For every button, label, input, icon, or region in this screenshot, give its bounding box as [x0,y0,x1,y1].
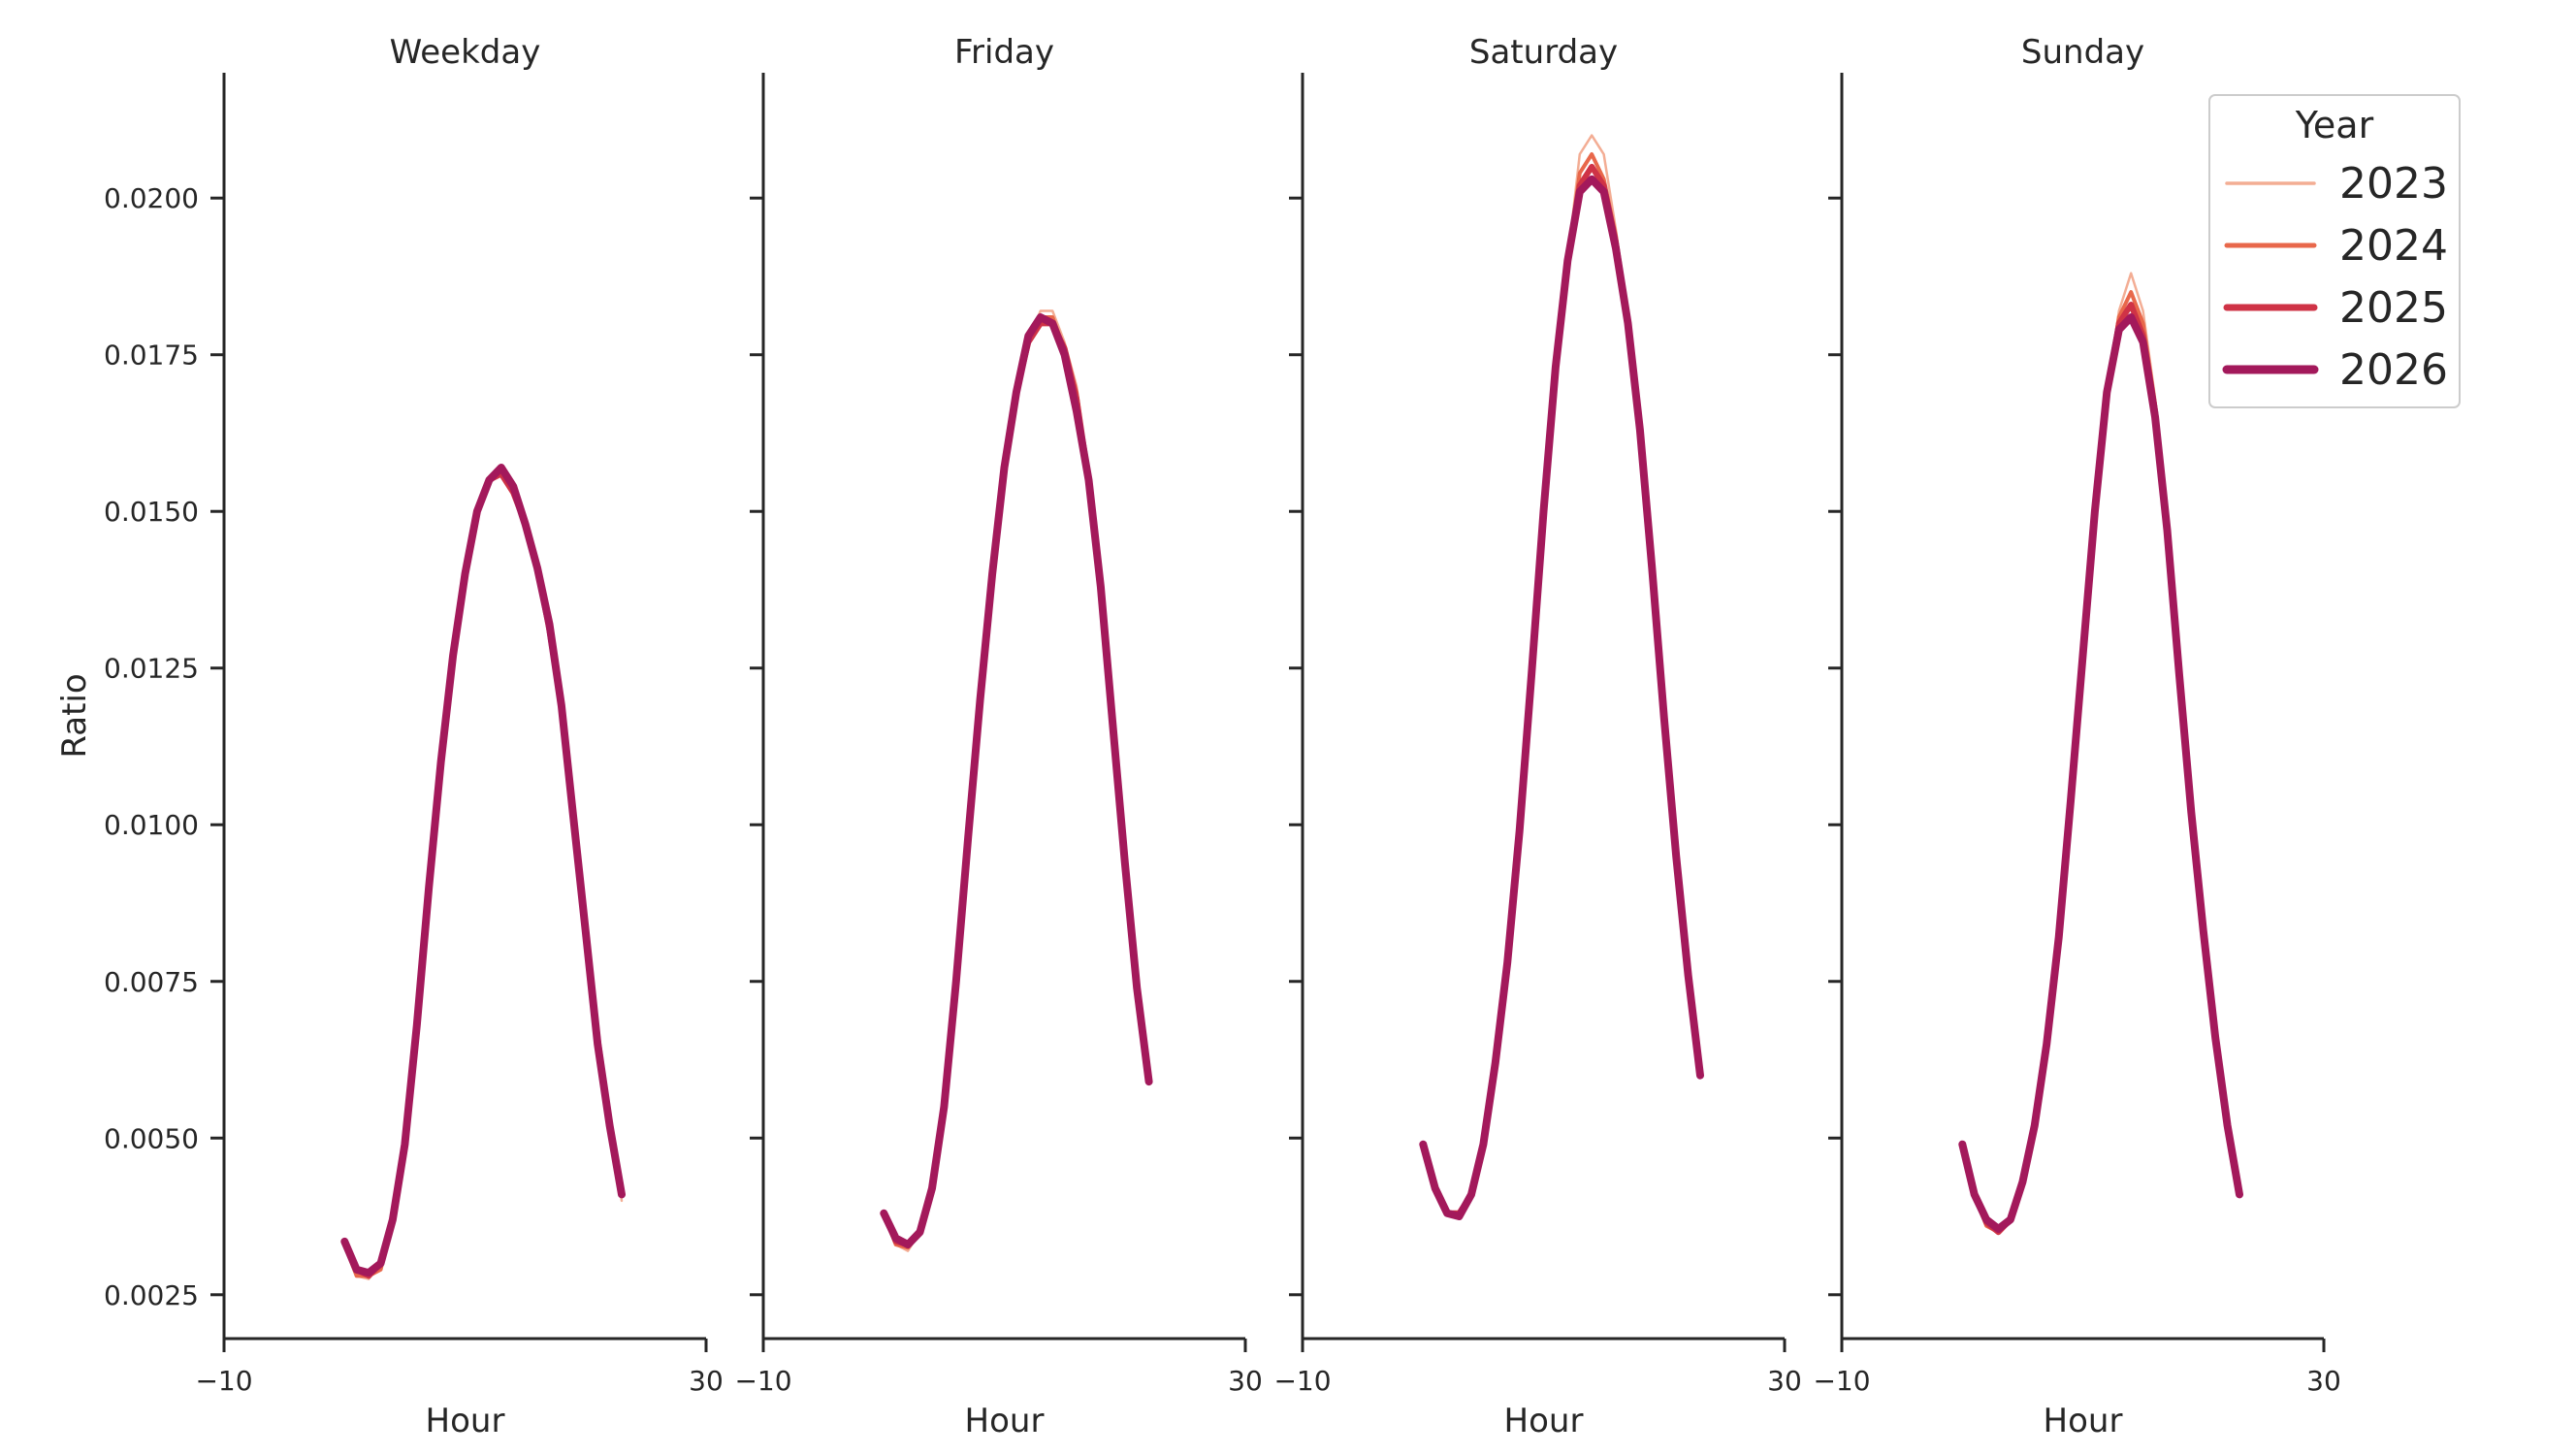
series-line-2024 [882,315,1151,1250]
y-tick-label: 0.0100 [104,809,199,841]
x-axis-title: Hour [426,1402,505,1440]
legend: Year 2023 2024 2025 2026 [2208,94,2461,408]
y-tick-label: 0.0025 [104,1279,199,1311]
y-axis-title: Ratio [55,673,94,758]
y-tick-label: 0.0125 [104,653,199,685]
y-tick-label: 0.0175 [104,340,199,372]
legend-frame [2208,94,2461,408]
legend-label: 2023 [2339,159,2448,209]
x-tick-label: 30 [1767,1365,1802,1397]
y-tick-label: 0.0050 [104,1122,199,1154]
x-axis-title: Hour [965,1402,1045,1440]
facet-title: Sunday [2021,33,2144,72]
legend-label: 2025 [2339,283,2448,333]
x-tick-label: −10 [1813,1365,1870,1397]
panel-sunday: Sunday −10 30 Hour [1813,33,2340,1440]
legend-label: 2026 [2339,345,2448,395]
series-line-2023 [883,309,1150,1252]
panel-weekday: Weekday 0.0025 0.0050 0.0075 0.0100 0.0125 0.0… [104,33,724,1440]
chart-panels: Weekday 0.0025 0.0050 0.0075 0.0100 0.0125 0.0… [104,33,2341,1440]
y-tick-label: 0.0075 [104,966,199,998]
facet-title: Weekday [390,33,541,72]
facet-title: Friday [954,33,1054,72]
legend-title: Year [2295,104,2374,146]
y-tick-label: 0.0200 [104,182,199,214]
x-tick-label: 30 [689,1365,724,1397]
x-tick-label: 30 [1228,1365,1263,1397]
panel-saturday: Saturday −10 30 Hour [1273,33,1801,1440]
facet-title: Saturday [1469,33,1618,72]
series-line-2026 [1958,313,2243,1233]
x-tick-label: −10 [195,1365,252,1397]
series-line-2025 [881,320,1152,1248]
y-tick-label: 0.0150 [104,496,199,528]
x-axis-title: Hour [2044,1402,2123,1440]
panel-friday: Friday −10 30 Hour [734,33,1262,1440]
x-tick-label: −10 [734,1365,791,1397]
legend-label: 2024 [2339,221,2448,271]
series-line-2026 [880,313,1153,1249]
series-line-2026 [340,464,626,1277]
y-axis-title-group: Ratio [55,673,94,758]
x-axis-title: Hour [1504,1402,1584,1440]
x-tick-label: −10 [1273,1365,1331,1397]
x-tick-label: 30 [2306,1365,2341,1397]
series-line-2026 [1419,175,1704,1220]
